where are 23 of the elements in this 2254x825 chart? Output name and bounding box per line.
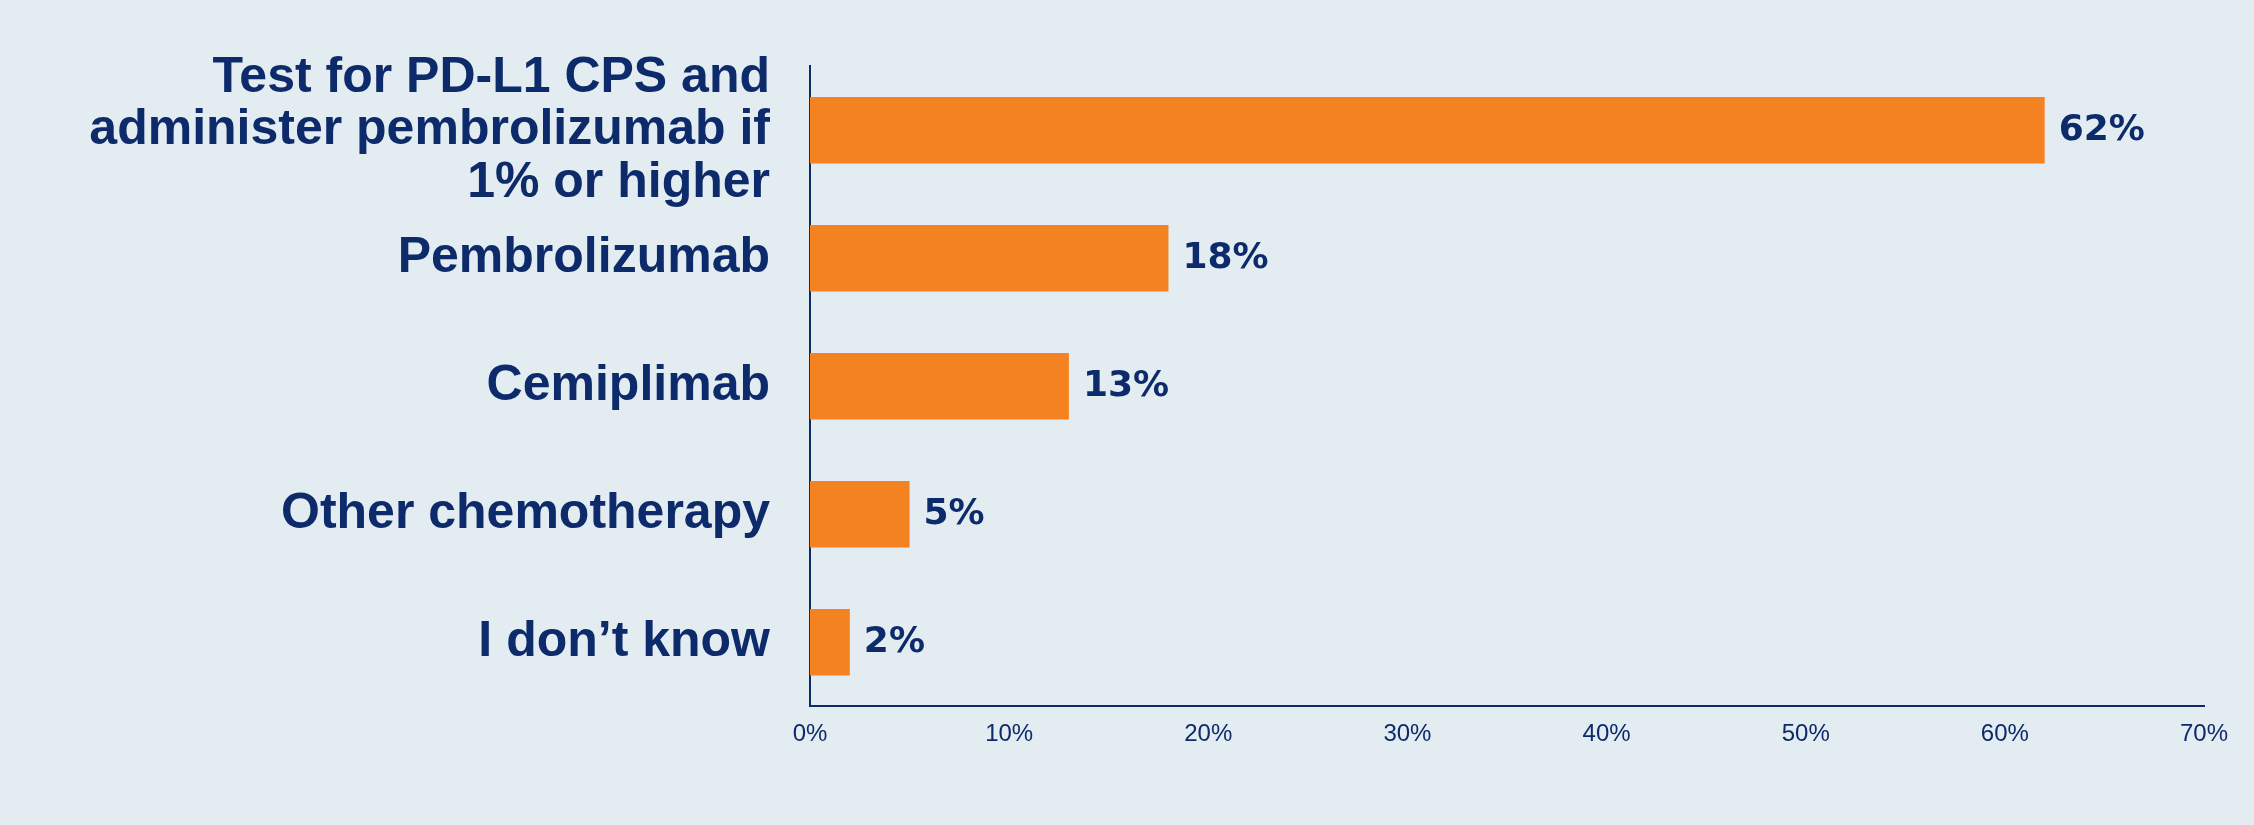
y-tick-label: Cemiplimab (486, 355, 770, 412)
data-label: 18% (1182, 234, 1269, 276)
x-tick-label: 70% (2179, 719, 2229, 747)
bar (810, 480, 910, 548)
data-label: 13% (1082, 362, 1170, 404)
x-tick-label: 40% (1582, 719, 1631, 747)
bar (810, 608, 850, 676)
bar (810, 96, 2045, 164)
data-label: 5% (923, 490, 985, 532)
y-tick-label: Pembrolizumab (397, 227, 770, 284)
x-tick-label: 0% (792, 719, 828, 747)
x-tick-label: 60% (1980, 719, 2029, 747)
y-tick-label: Other chemotherapy (280, 483, 771, 540)
y-tick-label: I don’t know (478, 611, 771, 668)
y-tick-label: Test for PD-L1 CPS and administer pembrolizumab if 1% or higher (89, 46, 771, 208)
bar (810, 224, 1169, 292)
data-label: 62% (2058, 106, 2145, 148)
x-tick-label: 30% (1383, 719, 1432, 747)
x-tick-label: 50% (1781, 719, 1830, 747)
x-tick-label: 10% (985, 719, 1034, 747)
bar (810, 352, 1069, 420)
data-label: 2% (863, 618, 925, 660)
x-tick-label: 20% (1184, 719, 1233, 747)
